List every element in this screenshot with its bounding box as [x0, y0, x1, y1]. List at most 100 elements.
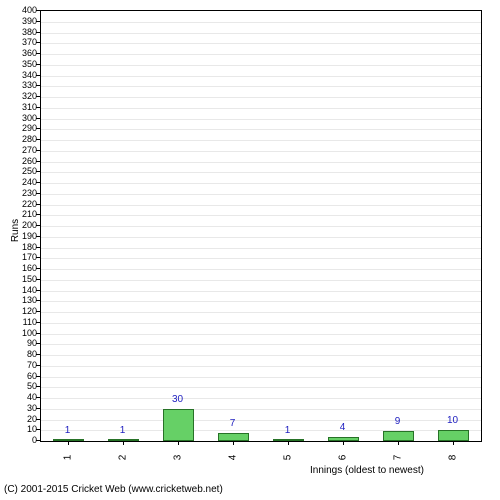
gridline — [41, 33, 481, 34]
y-tick-mark — [36, 64, 40, 65]
y-tick-label: 140 — [22, 285, 37, 295]
gridline — [41, 22, 481, 23]
gridline — [41, 183, 481, 184]
bar — [218, 433, 248, 441]
x-tick-mark — [233, 441, 234, 445]
y-tick-mark — [36, 96, 40, 97]
x-tick-mark — [288, 441, 289, 445]
y-tick-mark — [36, 247, 40, 248]
y-tick-label: 190 — [22, 231, 37, 241]
y-tick-mark — [36, 53, 40, 54]
y-tick-mark — [36, 376, 40, 377]
gridline — [41, 420, 481, 421]
x-tick-mark — [453, 441, 454, 445]
x-tick-mark — [178, 441, 179, 445]
y-tick-mark — [36, 311, 40, 312]
x-tick-label: 5 — [282, 455, 293, 461]
x-tick-label: 2 — [117, 455, 128, 461]
y-tick-mark — [36, 182, 40, 183]
gridline — [41, 269, 481, 270]
gridline — [41, 54, 481, 55]
plot-area — [40, 10, 482, 442]
y-tick-label: 160 — [22, 263, 37, 273]
bar-value-label: 30 — [172, 394, 183, 405]
y-tick-mark — [36, 279, 40, 280]
y-tick-mark — [36, 290, 40, 291]
gridline — [41, 344, 481, 345]
bar-value-label: 7 — [230, 418, 236, 429]
gridline — [41, 334, 481, 335]
y-tick-mark — [36, 139, 40, 140]
gridline — [41, 194, 481, 195]
y-tick-mark — [36, 333, 40, 334]
gridline — [41, 86, 481, 87]
x-tick-label: 8 — [447, 455, 458, 461]
y-tick-mark — [36, 214, 40, 215]
y-tick-mark — [36, 386, 40, 387]
gridline — [41, 172, 481, 173]
gridline — [41, 65, 481, 66]
y-tick-label: 260 — [22, 156, 37, 166]
y-tick-mark — [36, 419, 40, 420]
gridline — [41, 301, 481, 302]
copyright-text: (C) 2001-2015 Cricket Web (www.cricketwe… — [4, 484, 223, 495]
bar-value-label: 1 — [120, 425, 126, 436]
y-tick-label: 320 — [22, 91, 37, 101]
gridline — [41, 97, 481, 98]
y-tick-label: 150 — [22, 274, 37, 284]
y-tick-label: 390 — [22, 16, 37, 26]
gridline — [41, 108, 481, 109]
y-tick-mark — [36, 354, 40, 355]
y-tick-label: 340 — [22, 70, 37, 80]
gridline — [41, 312, 481, 313]
gridline — [41, 162, 481, 163]
gridline — [41, 205, 481, 206]
y-tick-mark — [36, 32, 40, 33]
gridline — [41, 129, 481, 130]
y-tick-label: 370 — [22, 37, 37, 47]
y-tick-label: 210 — [22, 209, 37, 219]
bar-value-label: 1 — [65, 425, 71, 436]
bar-value-label: 10 — [447, 415, 458, 426]
bar-value-label: 1 — [285, 425, 291, 436]
y-tick-mark — [36, 204, 40, 205]
y-tick-label: 110 — [23, 317, 37, 327]
y-tick-mark — [36, 171, 40, 172]
bar — [438, 430, 468, 441]
y-tick-mark — [36, 42, 40, 43]
gridline — [41, 248, 481, 249]
gridline — [41, 291, 481, 292]
x-tick-label: 3 — [172, 455, 183, 461]
y-tick-label: 360 — [22, 48, 37, 58]
gridline — [41, 409, 481, 410]
y-tick-mark — [36, 408, 40, 409]
y-tick-mark — [36, 21, 40, 22]
y-tick-label: 330 — [22, 80, 37, 90]
x-tick-label: 6 — [337, 455, 348, 461]
gridline — [41, 323, 481, 324]
gridline — [41, 215, 481, 216]
y-axis-title: Runs — [10, 219, 21, 242]
y-tick-label: 120 — [22, 306, 37, 316]
y-tick-mark — [36, 397, 40, 398]
x-tick-label: 7 — [392, 455, 403, 461]
y-tick-mark — [36, 236, 40, 237]
y-tick-mark — [36, 10, 40, 11]
y-tick-mark — [36, 440, 40, 441]
y-tick-label: 130 — [22, 295, 37, 305]
gridline — [41, 237, 481, 238]
gridline — [41, 258, 481, 259]
y-tick-label: 200 — [22, 220, 37, 230]
x-axis-title: Innings (oldest to newest) — [310, 465, 424, 476]
gridline — [41, 387, 481, 388]
x-tick-label: 1 — [62, 455, 73, 461]
y-tick-mark — [36, 193, 40, 194]
gridline — [41, 377, 481, 378]
bar-value-label: 9 — [395, 416, 401, 427]
y-tick-mark — [36, 365, 40, 366]
gridline — [41, 43, 481, 44]
y-tick-label: 230 — [22, 188, 37, 198]
bar — [383, 431, 413, 441]
bar — [163, 409, 193, 441]
y-tick-label: 280 — [22, 134, 37, 144]
